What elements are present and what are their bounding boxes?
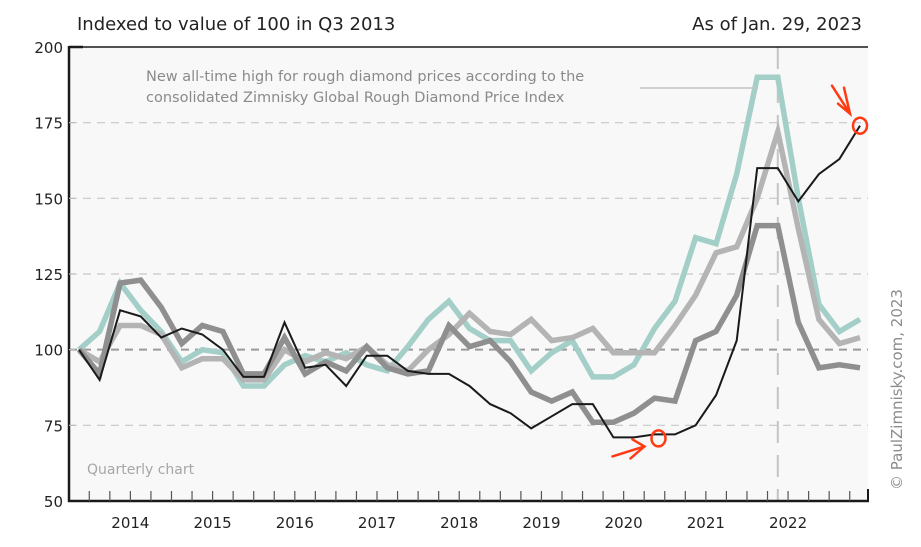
- x-tick-label: 2021: [687, 514, 725, 532]
- subtitle-left: Indexed to value of 100 in Q3 2013: [77, 14, 395, 35]
- x-tick-label: 2019: [522, 514, 560, 532]
- series-line-3: [78, 125, 861, 439]
- series-line-0: [77, 74, 862, 389]
- highlight-circle-high: [851, 116, 869, 135]
- x-tick-label: 2017: [358, 514, 396, 532]
- y-tick-label: 125: [34, 266, 63, 284]
- y-tick-label: 75: [44, 417, 63, 435]
- highlight-arrow-high: [830, 84, 853, 118]
- x-tick-label: 2014: [111, 514, 149, 532]
- highlight-arrow-low: [611, 438, 647, 460]
- corner-label: Quarterly chart: [87, 462, 195, 478]
- annotation-line-1: New all-time high for rough diamond pric…: [146, 69, 584, 85]
- y-tick-label: 100: [34, 342, 63, 360]
- y-tick-label: 200: [34, 39, 63, 57]
- annotation-line-2: consolidated Zimnisky Global Rough Diamo…: [146, 90, 565, 106]
- y-tick-label: 50: [44, 493, 63, 511]
- highlight-annotations: [611, 84, 869, 460]
- subtitle-right: As of Jan. 29, 2023: [692, 14, 862, 35]
- copyright-label: © PaulZimnisky.com, 2023: [888, 289, 906, 490]
- series-line-2: [76, 222, 861, 426]
- y-axis-ticks: 50 75 100 125 150 175 200: [34, 39, 83, 511]
- series-lines: [76, 74, 862, 439]
- x-tick-label: 2022: [769, 514, 807, 532]
- y-tick-label: 150: [34, 190, 63, 208]
- x-tick-label: 2016: [276, 514, 314, 532]
- series-line-1: [77, 120, 861, 383]
- highlight-circle-low: [650, 429, 667, 448]
- y-tick-label: 175: [34, 115, 63, 133]
- x-tick-label: 2015: [193, 514, 231, 532]
- x-tick-label: 2020: [605, 514, 643, 532]
- x-tick-label: 2018: [440, 514, 478, 532]
- x-axis-ticks: 2014 2015 2016 2017 2018 2019 2020 2021 2022: [88, 491, 851, 532]
